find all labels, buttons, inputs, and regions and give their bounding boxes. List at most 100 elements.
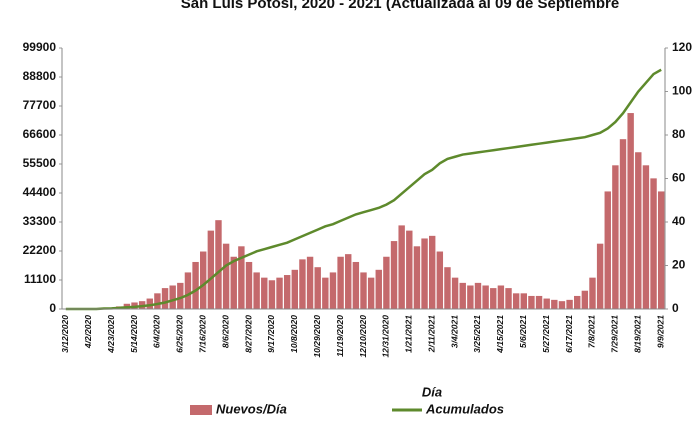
- x-tick-label: 6/25/2020: [175, 315, 185, 353]
- bar: [596, 243, 604, 309]
- bar: [428, 235, 436, 309]
- x-tick-label: 11/19/2020: [335, 315, 345, 357]
- x-tick-label: 3/25/2021: [472, 315, 482, 353]
- y-tick-label: 55500: [23, 156, 57, 170]
- bar: [230, 256, 237, 309]
- bar: [642, 165, 650, 309]
- bar: [276, 277, 283, 309]
- x-tick-label: 5/27/2021: [541, 315, 551, 353]
- line: [65, 68, 662, 311]
- bar: [528, 295, 535, 309]
- bar: [474, 282, 482, 309]
- bar: [436, 251, 444, 309]
- legend-label: Acumulados: [425, 401, 504, 416]
- bar: [505, 288, 512, 309]
- bar: [497, 285, 505, 309]
- bar: [574, 295, 581, 309]
- bar: [245, 261, 253, 309]
- legend-label: Nuevos/Día: [216, 401, 287, 416]
- bar: [200, 251, 207, 309]
- bar: [207, 230, 215, 309]
- bar: [360, 272, 367, 309]
- bar: [589, 277, 596, 309]
- bar: [238, 246, 245, 309]
- y2-tick-label: 100: [672, 84, 692, 98]
- bar: [253, 272, 260, 309]
- bar: [650, 178, 657, 309]
- bar: [222, 243, 230, 309]
- bar: [551, 299, 558, 309]
- x-tick-label: 9/17/2020: [266, 315, 276, 353]
- bar: [329, 272, 337, 309]
- bar: [406, 230, 413, 309]
- bar: [398, 225, 405, 309]
- x-tick-label: 10/8/2020: [289, 315, 299, 353]
- bar: [490, 288, 497, 309]
- x-tick-label: 4/23/2020: [106, 315, 116, 354]
- bar: [451, 277, 459, 309]
- y-tick-label: 0: [49, 301, 56, 315]
- bar: [184, 272, 192, 309]
- y-tick-label: 33300: [23, 214, 57, 228]
- y2-tick-label: 60: [672, 171, 686, 185]
- bar: [467, 285, 474, 309]
- bar: [291, 269, 299, 309]
- bar: [390, 241, 398, 309]
- bar: [612, 165, 619, 309]
- y2-tick-label: 0: [672, 301, 679, 315]
- x-axis-label: Día: [422, 384, 442, 399]
- x-tick-label: 6/17/2021: [564, 315, 574, 353]
- bar: [169, 285, 176, 309]
- bar: [177, 282, 184, 309]
- x-tick-label: 3/12/2020: [60, 315, 70, 353]
- bar: [367, 277, 375, 309]
- x-tick-label: 9/9/2021: [655, 315, 665, 348]
- chart-title: San Luis Potosí, 2020 - 2021 (Actualizad…: [181, 0, 620, 12]
- x-tick-label: 5/6/2021: [518, 315, 528, 348]
- x-tick-label: 7/8/2021: [587, 315, 597, 348]
- bar: [581, 290, 589, 309]
- bar: [146, 298, 153, 309]
- bar: [322, 277, 329, 309]
- x-tick-label: 4/15/2021: [495, 315, 505, 354]
- x-tick-label: 8/19/2021: [633, 315, 643, 353]
- y-tick-label: 44400: [23, 185, 57, 199]
- y2-tick-label: 20: [672, 258, 686, 272]
- x-tick-label: 2/11/2021: [426, 315, 436, 353]
- bar: [635, 152, 642, 309]
- bar: [512, 293, 520, 309]
- bar: [314, 267, 321, 309]
- y-tick-label: 11100: [24, 272, 56, 286]
- y2-tick-label: 40: [672, 214, 686, 228]
- bar: [161, 288, 169, 309]
- bar: [192, 261, 199, 309]
- bar: [459, 282, 466, 309]
- y2-tick-label: 80: [672, 127, 686, 141]
- legend-swatch: [190, 405, 212, 415]
- bar: [154, 293, 161, 309]
- x-tick-label: 8/27/2020: [243, 315, 253, 353]
- y-tick-label: 77700: [23, 98, 57, 112]
- bar: [215, 220, 222, 309]
- x-tick-label: 4/2/2020: [83, 315, 93, 349]
- bar: [543, 298, 550, 309]
- x-tick-label: 12/31/2020: [381, 315, 391, 358]
- bar: [444, 267, 451, 309]
- x-tick-label: 8/6/2020: [220, 315, 230, 348]
- x-tick-label: 12/10/2020: [358, 315, 368, 358]
- bar: [283, 275, 291, 309]
- bar: [482, 285, 489, 309]
- bar: [520, 293, 527, 309]
- y-tick-label: 88800: [23, 69, 57, 83]
- x-tick-label: 10/29/2020: [312, 315, 322, 358]
- y-tick-label: 66600: [23, 127, 57, 141]
- bar: [604, 191, 611, 309]
- bar: [421, 238, 428, 309]
- x-tick-label: 5/14/2020: [129, 315, 139, 353]
- bar: [657, 191, 665, 309]
- x-tick-label: 7/29/2021: [610, 315, 620, 353]
- bar: [306, 256, 314, 309]
- bar: [352, 261, 360, 309]
